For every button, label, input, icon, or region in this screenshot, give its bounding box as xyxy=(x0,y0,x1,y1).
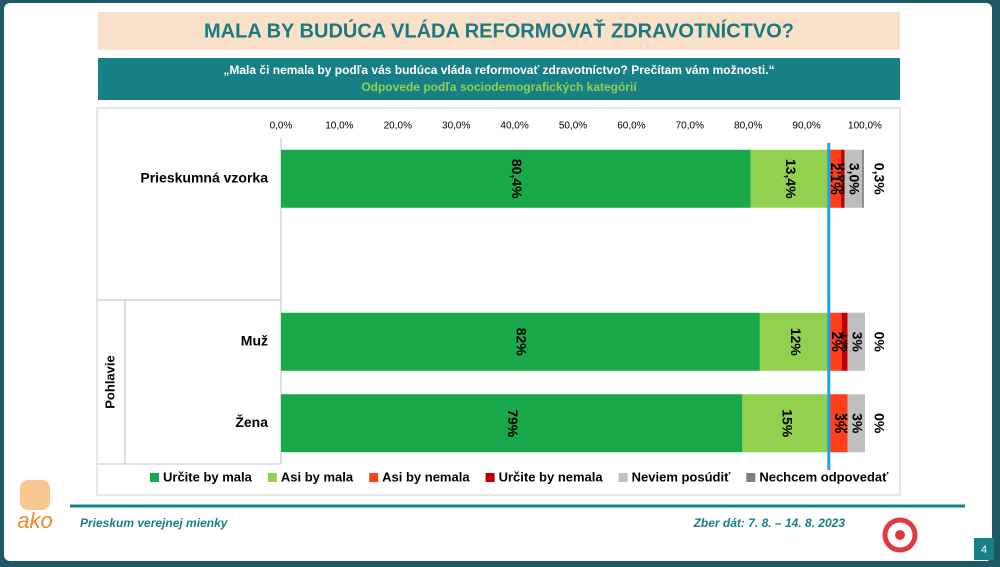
logo-icon xyxy=(20,480,50,510)
bar-segment xyxy=(847,312,865,371)
value-label: 0,3% xyxy=(871,163,887,195)
legend-label: Určite by nemala xyxy=(499,469,604,484)
legend-label: Neviem posúdiť xyxy=(632,469,731,484)
bar-segment xyxy=(847,394,865,453)
legend-swatch xyxy=(746,473,756,482)
value-label: 80,4% xyxy=(509,159,525,199)
value-label: 3% xyxy=(850,413,866,434)
value-label: 0% xyxy=(871,332,887,353)
legend-label: Asi by mala xyxy=(281,469,354,484)
page-number-box xyxy=(974,538,994,560)
subtitle-box xyxy=(98,58,900,100)
bar-segment xyxy=(862,149,864,208)
bar-segment xyxy=(759,312,830,371)
legend-swatch xyxy=(618,473,628,482)
legend-swatch xyxy=(369,473,379,482)
legend-swatch xyxy=(485,473,495,482)
value-label: 0% xyxy=(871,413,887,434)
x-tick-label: 10,0% xyxy=(325,121,353,132)
x-tick-label: 90,0% xyxy=(792,121,820,132)
bar-segment xyxy=(742,394,830,453)
legend-swatch xyxy=(150,473,159,482)
footer-left: Prieskum verejnej mienky xyxy=(80,516,229,530)
bar-segment xyxy=(844,149,863,208)
bar-segment xyxy=(829,312,842,371)
legend-label: Asi by nemala xyxy=(382,469,470,484)
x-tick-label: 70,0% xyxy=(676,121,704,132)
value-label: 3% xyxy=(850,332,866,353)
value-label: 82% xyxy=(514,328,530,357)
subtitle: Odpovede podľa sociodemografických kateg… xyxy=(361,80,637,94)
value-label: 12% xyxy=(788,328,804,357)
x-tick-label: 100,0% xyxy=(848,121,882,132)
brand-mark-dot xyxy=(895,530,905,540)
bar-segment xyxy=(750,149,829,208)
y-tick-label: Muž xyxy=(241,332,268,348)
value-label: 3% xyxy=(832,413,848,434)
group-label: Pohlavie xyxy=(102,355,117,408)
value-label: 2% xyxy=(829,332,845,353)
value-label: 15% xyxy=(779,409,795,438)
bar-segment xyxy=(281,312,760,371)
bar-segment xyxy=(828,149,842,208)
bar-segment xyxy=(281,149,751,208)
legend-label: Určite by mala xyxy=(163,469,253,484)
value-label: 3,0% xyxy=(847,163,863,195)
legend-swatch xyxy=(267,473,277,482)
title-box xyxy=(98,12,900,50)
x-tick-label: 40,0% xyxy=(500,121,528,132)
brand-mark xyxy=(882,517,918,553)
y-tick-label: Prieskumná vzorka xyxy=(140,169,268,185)
footer-right: Zber dát: 7. 8. – 14. 8. 2023 xyxy=(693,516,846,530)
x-tick-label: 60,0% xyxy=(617,121,645,132)
page-number: 4 xyxy=(981,544,987,556)
bar-segment xyxy=(281,394,743,453)
logo-text: ako xyxy=(17,508,52,533)
value-label: 13,4% xyxy=(783,159,799,199)
x-tick-label: 50,0% xyxy=(559,121,587,132)
bar-segment xyxy=(841,312,848,371)
y-tick-label: Žena xyxy=(235,413,268,430)
x-tick-label: 30,0% xyxy=(442,121,470,132)
bar-segment xyxy=(841,149,845,208)
question: „Mala či nemala by podľa vás budúca vlád… xyxy=(223,63,774,77)
value-label: 2,1% xyxy=(828,163,844,195)
title: MALA BY BUDÚCA VLÁDA REFORMOVAŤ ZDRAVOTN… xyxy=(204,18,794,42)
x-tick-label: 0,0% xyxy=(270,121,293,132)
bar-segment xyxy=(829,394,848,453)
x-tick-label: 80,0% xyxy=(734,121,762,132)
x-tick-label: 20,0% xyxy=(384,121,412,132)
value-label: 79% xyxy=(505,409,521,438)
legend-label: Nechcem odpovedať xyxy=(759,469,889,484)
